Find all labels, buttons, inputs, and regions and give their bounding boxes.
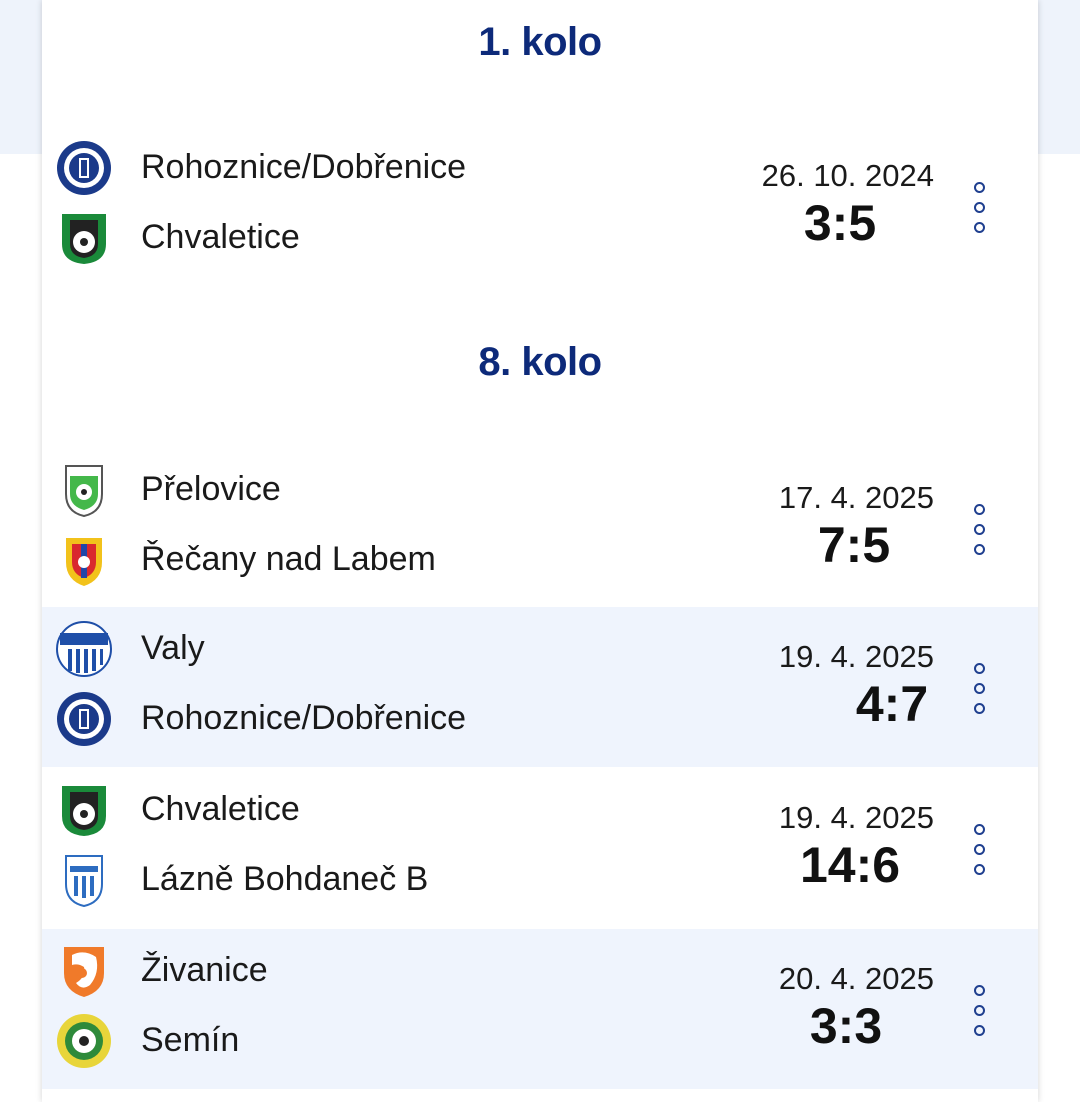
match-row[interactable]: Rohoznice/Dobřenice Chvaletice 26. 10. 2… (42, 126, 1038, 286)
more-options-icon[interactable] (966, 981, 992, 1041)
more-options-icon[interactable] (966, 659, 992, 719)
match-score: 3:5 (803, 195, 877, 251)
rohoznice-crest-icon (56, 691, 112, 747)
away-team-name: Chvaletice (141, 218, 300, 256)
home-team-name: Chvaletice (141, 790, 300, 828)
rohoznice-crest-icon (56, 140, 112, 196)
match-score: 14:6 (799, 837, 901, 893)
match-date: 19. 4. 2025 (778, 639, 934, 674)
away-team: Semín (56, 1013, 756, 1069)
away-team: Chvaletice (56, 210, 756, 266)
semin-crest-icon (56, 1013, 112, 1069)
home-team: Chvaletice (56, 782, 756, 838)
chvaletice-crest-icon (56, 210, 112, 266)
match-row[interactable]: Přelovice Řečany nad Labem 17. 4. 2025 7… (42, 448, 1038, 608)
home-team: Přelovice (56, 462, 756, 518)
match-score: 3:3 (809, 998, 883, 1054)
match-row[interactable]: Valy Rohoznice/Dobřenice 19. 4. 2025 4:7 (42, 607, 1038, 767)
away-team: Řečany nad Labem (56, 532, 756, 588)
more-options-icon[interactable] (966, 178, 992, 238)
match-date: 17. 4. 2025 (778, 480, 934, 515)
match-date: 26. 10. 2024 (761, 158, 934, 193)
fixtures-card: 1. kolo Rohoznice/Dobřenice Chvaletice 2… (42, 0, 1038, 1102)
away-team: Lázně Bohdaneč B (56, 852, 756, 908)
match-date: 20. 4. 2025 (778, 961, 934, 996)
away-team-name: Řečany nad Labem (141, 540, 436, 578)
more-options-icon[interactable] (966, 500, 992, 560)
chvaletice-crest-icon (56, 782, 112, 838)
home-team-name: Přelovice (141, 470, 281, 508)
match-score: 4:7 (855, 676, 929, 732)
match-row[interactable]: Chvaletice Lázně Bohdaneč B 19. 4. 2025 … (42, 768, 1038, 928)
away-team-name: Lázně Bohdaneč B (141, 860, 429, 898)
zivanice-crest-icon (56, 943, 112, 999)
recany-crest-icon (56, 532, 112, 588)
valy-crest-icon (56, 621, 112, 677)
home-team: Živanice (56, 943, 756, 999)
away-team: Rohoznice/Dobřenice (56, 691, 756, 747)
home-team-name: Živanice (141, 951, 268, 989)
away-team-name: Rohoznice/Dobřenice (141, 699, 467, 737)
bohdanec-crest-icon (56, 852, 112, 908)
home-team-name: Valy (141, 629, 205, 667)
more-options-icon[interactable] (966, 820, 992, 880)
round-title-8: 8. kolo (478, 340, 602, 384)
home-team-name: Rohoznice/Dobřenice (141, 148, 467, 186)
home-team: Valy (56, 621, 756, 677)
match-row[interactable]: Živanice Semín 20. 4. 2025 3:3 (42, 929, 1038, 1089)
prelovice-crest-icon (56, 462, 112, 518)
round-title-1: 1. kolo (478, 20, 602, 64)
away-team-name: Semín (141, 1021, 240, 1059)
home-team: Rohoznice/Dobřenice (56, 140, 756, 196)
match-date: 19. 4. 2025 (778, 800, 934, 835)
match-score: 7:5 (817, 517, 891, 573)
